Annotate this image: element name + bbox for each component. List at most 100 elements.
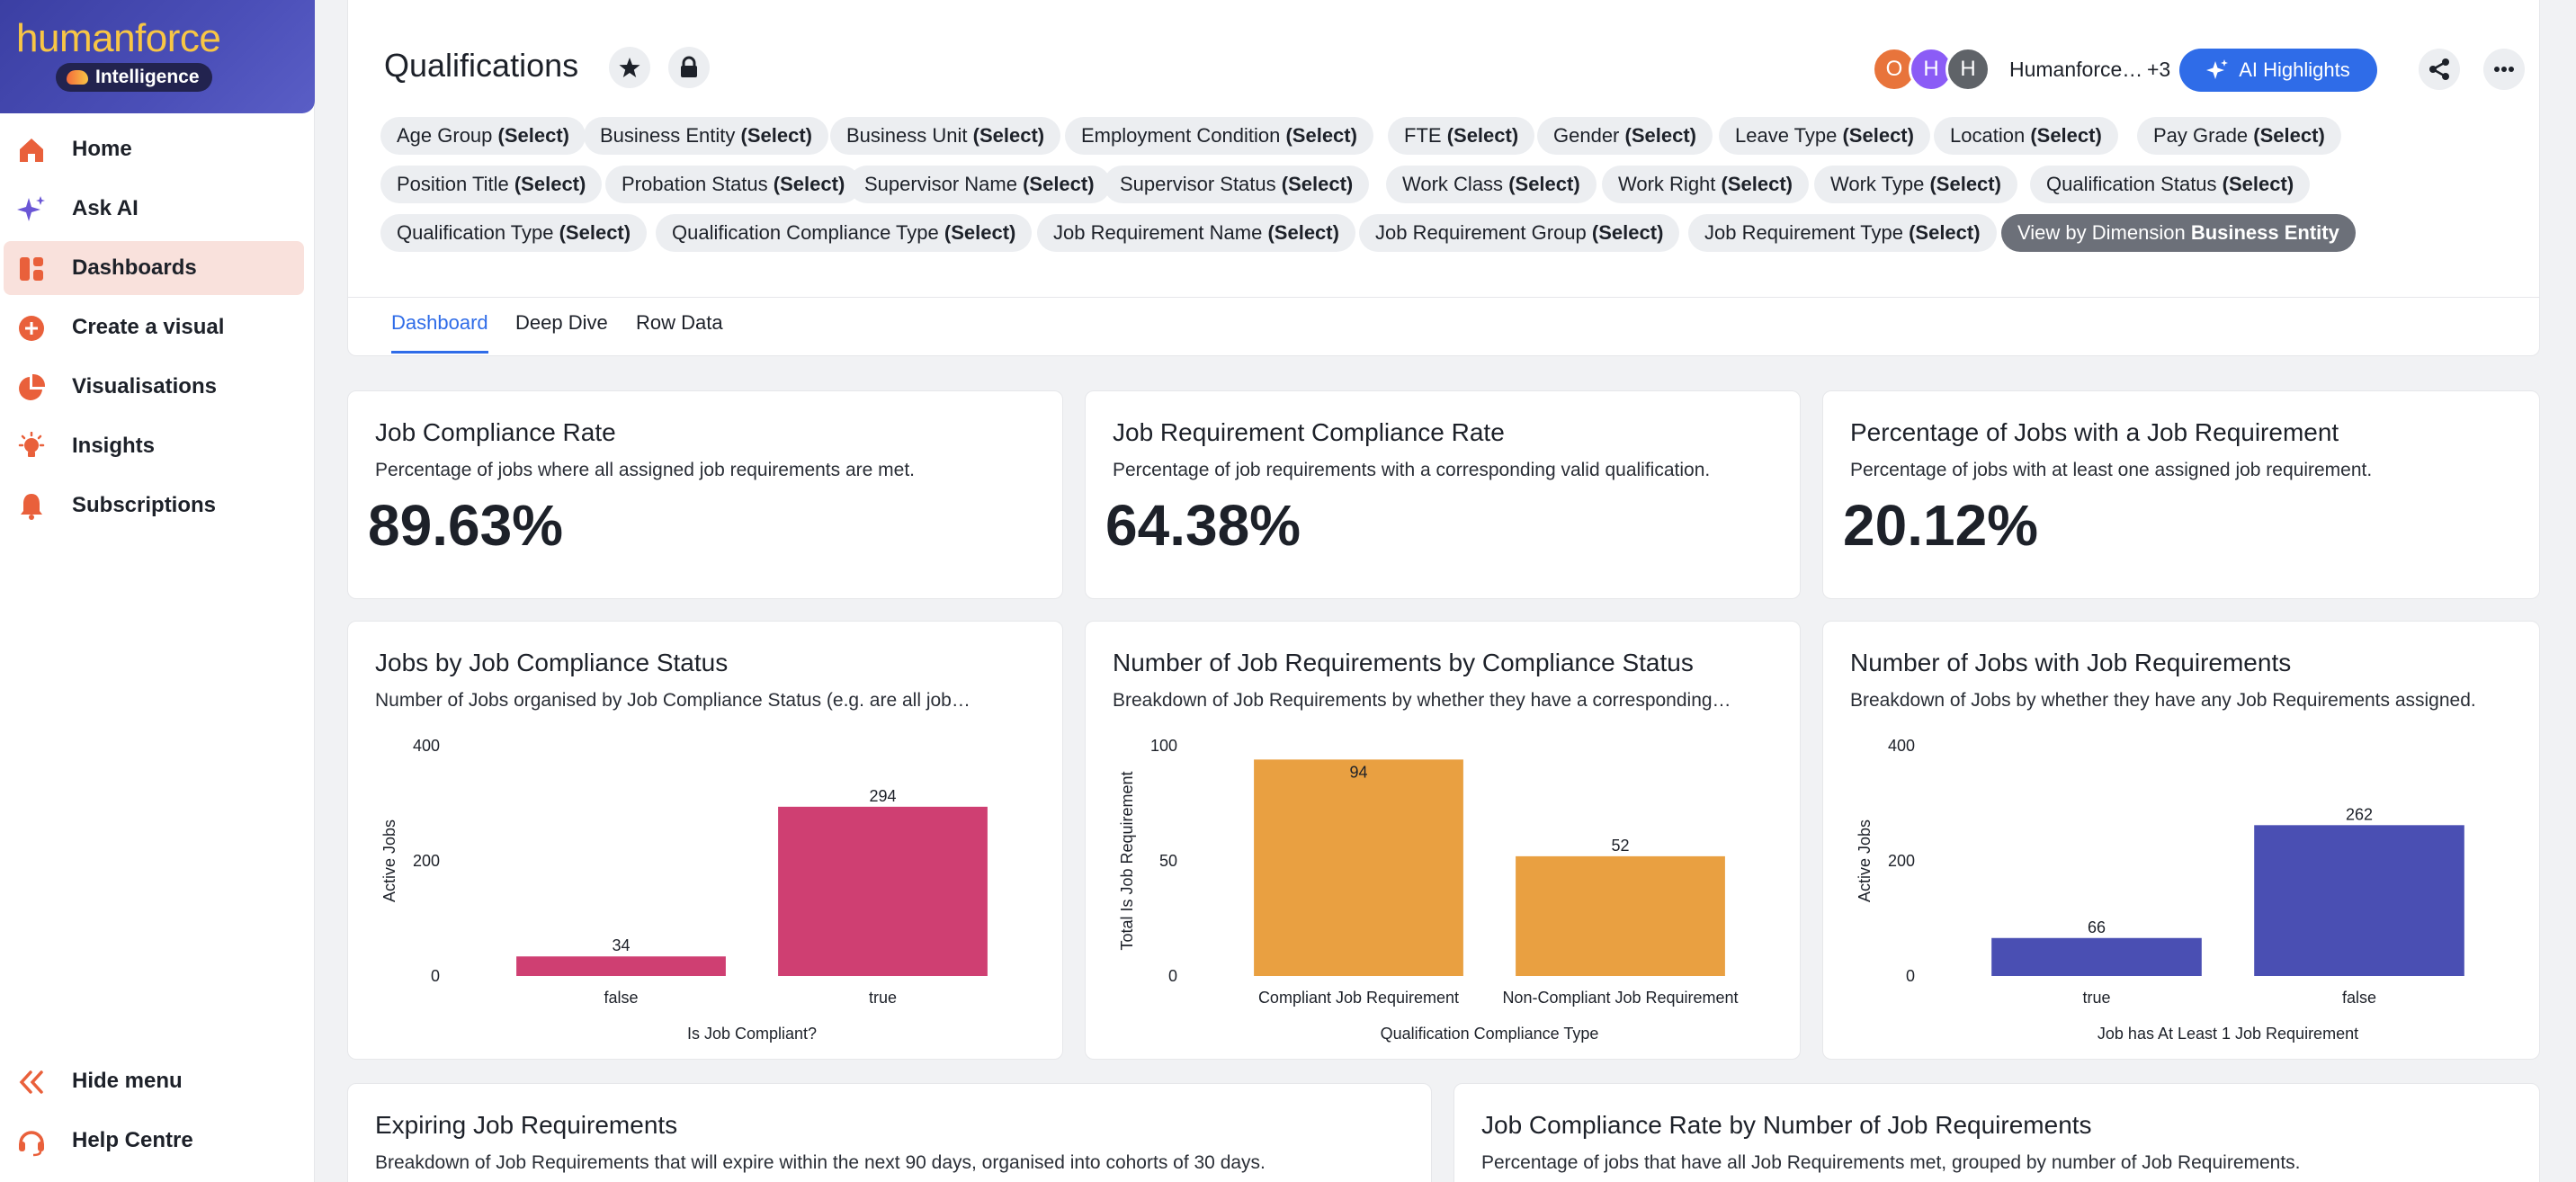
hide-menu-label: Hide menu bbox=[72, 1069, 183, 1093]
filter-chip-work-type[interactable]: Work Type (Select) bbox=[1814, 166, 2017, 203]
dashboard-icon bbox=[20, 257, 43, 281]
data-label: 34 bbox=[612, 936, 630, 954]
more-options-button[interactable] bbox=[2483, 49, 2525, 90]
lock-icon bbox=[681, 56, 697, 77]
collaborator-name[interactable]: Humanforce… bbox=[2009, 58, 2143, 81]
lock-button[interactable] bbox=[668, 47, 710, 88]
card-subtitle: Breakdown of Job Requirements that will … bbox=[375, 1152, 1266, 1173]
pie-icon bbox=[19, 373, 46, 400]
chart-card-requirements-by-compliance-status[interactable]: Number of Job Requirements by Compliance… bbox=[1085, 621, 1801, 1060]
view-by-dimension-chip[interactable]: View by Dimension Business Entity bbox=[2001, 214, 2356, 252]
sidebar-item-insights[interactable]: Insights bbox=[4, 419, 304, 473]
filter-chip-supervisor-name[interactable]: Supervisor Name (Select) bbox=[848, 166, 1111, 203]
filter-chip-qualification-type[interactable]: Qualification Type (Select) bbox=[380, 214, 648, 252]
sidebar-item-visualisations[interactable]: Visualisations bbox=[4, 360, 304, 414]
filter-value: Business Entity bbox=[2190, 221, 2339, 244]
card-title: Job Compliance Rate bbox=[375, 418, 616, 446]
filter-label: Pay Grade bbox=[2153, 124, 2249, 147]
humanforce-logo[interactable]: humanforce Intelligence bbox=[0, 0, 315, 113]
ai-highlights-label: AI Highlights bbox=[2239, 58, 2350, 81]
hide-menu-button[interactable]: Hide menu bbox=[4, 1054, 304, 1108]
filter-chip-leave-type[interactable]: Leave Type (Select) bbox=[1719, 117, 1930, 155]
filter-value: (Select) bbox=[1281, 173, 1354, 195]
filter-chip-fte[interactable]: FTE (Select) bbox=[1388, 117, 1535, 155]
filter-chip-qualification-status[interactable]: Qualification Status (Select) bbox=[2030, 166, 2311, 203]
y-tick-label: 0 bbox=[1906, 967, 1915, 985]
sidebar-item-create-visual[interactable]: Create a visual bbox=[4, 300, 304, 354]
headset-icon bbox=[19, 1131, 44, 1157]
kpi-card-job-compliance-rate[interactable]: Job Compliance Rate Percentage of jobs w… bbox=[347, 390, 1063, 599]
data-label: 262 bbox=[2346, 805, 2373, 823]
star-icon bbox=[619, 58, 640, 77]
y-axis-label: Active Jobs bbox=[380, 819, 398, 902]
ai-highlights-button[interactable]: AI Highlights bbox=[2179, 49, 2377, 92]
kpi-value: 89.63% bbox=[368, 493, 564, 558]
filter-value: (Select) bbox=[2253, 124, 2325, 147]
tab-row-data[interactable]: Row Data bbox=[636, 311, 723, 334]
filter-chip-job-requirement-name[interactable]: Job Requirement Name (Select) bbox=[1037, 214, 1355, 252]
sidebar-item-home[interactable]: Home bbox=[4, 122, 304, 176]
x-axis-label: Job has At Least 1 Job Requirement bbox=[2097, 1025, 2358, 1043]
filter-label: Business Entity bbox=[600, 124, 736, 147]
tab-dashboard[interactable]: Dashboard bbox=[391, 311, 488, 354]
filter-value: (Select) bbox=[1508, 173, 1580, 195]
sidebar-item-label: Ask AI bbox=[72, 196, 139, 220]
filter-value: (Select) bbox=[1909, 221, 1981, 244]
kpi-card-percentage-jobs-with-requirement[interactable]: Percentage of Jobs with a Job Requiremen… bbox=[1822, 390, 2540, 599]
requirements-compliance-bar-chart: 0 50 100 Total Is Job Requirement 94 Complian… bbox=[1118, 737, 1739, 1043]
kpi-value: 64.38% bbox=[1105, 493, 1301, 558]
filter-value: (Select) bbox=[1267, 221, 1339, 244]
filter-value: (Select) bbox=[1285, 124, 1357, 147]
brand-wordmark: humanforce bbox=[16, 16, 221, 60]
share-button[interactable] bbox=[2419, 49, 2460, 90]
x-tick-label: false bbox=[604, 989, 638, 1007]
filter-label: Gender bbox=[1553, 124, 1620, 147]
card-compliance-rate-by-number-of-requirements[interactable]: Job Compliance Rate by Number of Job Req… bbox=[1453, 1083, 2540, 1182]
filter-chip-work-right[interactable]: Work Right (Select) bbox=[1602, 166, 1810, 203]
sidebar-item-label: Visualisations bbox=[72, 374, 217, 398]
tab-deep-dive[interactable]: Deep Dive bbox=[515, 311, 608, 334]
card-title: Number of Job Requirements by Compliance… bbox=[1113, 649, 1694, 676]
y-tick-label: 400 bbox=[1888, 737, 1915, 755]
filter-chip-business-unit[interactable]: Business Unit (Select) bbox=[830, 117, 1061, 155]
x-axis-label: Qualification Compliance Type bbox=[1381, 1025, 1599, 1043]
filter-chip-age-group[interactable]: Age Group (Select) bbox=[380, 117, 586, 155]
filter-chip-probation-status[interactable]: Probation Status (Select) bbox=[605, 166, 862, 203]
filter-label: Probation Status bbox=[622, 173, 768, 195]
filter-chip-job-requirement-type[interactable]: Job Requirement Type (Select) bbox=[1688, 214, 1997, 252]
bar bbox=[2254, 825, 2464, 976]
avatar[interactable]: H bbox=[1945, 47, 1990, 92]
filter-chip-work-class[interactable]: Work Class (Select) bbox=[1386, 166, 1597, 203]
favorite-button[interactable] bbox=[609, 47, 650, 88]
bar bbox=[1516, 855, 1725, 976]
kpi-card-job-requirement-compliance-rate[interactable]: Job Requirement Compliance Rate Percenta… bbox=[1085, 390, 1801, 599]
filter-chip-gender[interactable]: Gender (Select) bbox=[1537, 117, 1713, 155]
card-expiring-job-requirements[interactable]: Expiring Job Requirements Breakdown of J… bbox=[347, 1083, 1432, 1182]
help-centre-link[interactable]: Help Centre bbox=[4, 1114, 304, 1168]
sidebar-item-dashboards[interactable]: Dashboards bbox=[4, 241, 304, 295]
filter-chip-supervisor-status[interactable]: Supervisor Status (Select) bbox=[1104, 166, 1370, 203]
filter-chip-position-title[interactable]: Position Title (Select) bbox=[380, 166, 603, 203]
sidebar: humanforce Intelligence Home Ask AI Dash… bbox=[0, 0, 315, 1182]
sidebar-item-ask-ai[interactable]: Ask AI bbox=[4, 182, 304, 236]
filter-chip-location[interactable]: Location (Select) bbox=[1934, 117, 2118, 155]
home-icon bbox=[20, 139, 43, 162]
filter-value: (Select) bbox=[773, 173, 845, 195]
filter-chip-job-requirement-group[interactable]: Job Requirement Group (Select) bbox=[1359, 214, 1680, 252]
filter-chip-pay-grade[interactable]: Pay Grade (Select) bbox=[2137, 117, 2341, 155]
lightbulb-icon bbox=[18, 432, 45, 457]
bar bbox=[516, 956, 726, 976]
filter-label: Business Unit bbox=[846, 124, 968, 147]
filter-chip-business-entity[interactable]: Business Entity (Select) bbox=[584, 117, 829, 155]
sidebar-item-subscriptions[interactable]: Subscriptions bbox=[4, 479, 304, 533]
card-subtitle: Percentage of job requirements with a co… bbox=[1113, 460, 1711, 480]
chart-card-jobs-by-compliance-status[interactable]: Jobs by Job Compliance Status Number of … bbox=[347, 621, 1063, 1060]
filter-value: (Select) bbox=[1023, 173, 1095, 195]
filter-label: Supervisor Name bbox=[864, 173, 1017, 195]
collaborator-count[interactable]: +3 bbox=[2147, 58, 2171, 81]
data-label: 52 bbox=[1611, 837, 1629, 855]
jobs-compliance-bar-chart: 0 200 400 Active Jobs 34 false 294 true Is Job C… bbox=[380, 737, 988, 1043]
filter-chip-qualification-compliance-type[interactable]: Qualification Compliance Type (Select) bbox=[656, 214, 1033, 252]
chart-card-jobs-with-requirements[interactable]: Number of Jobs with Job Requirements Bre… bbox=[1822, 621, 2540, 1060]
filter-chip-employment-condition[interactable]: Employment Condition (Select) bbox=[1065, 117, 1373, 155]
